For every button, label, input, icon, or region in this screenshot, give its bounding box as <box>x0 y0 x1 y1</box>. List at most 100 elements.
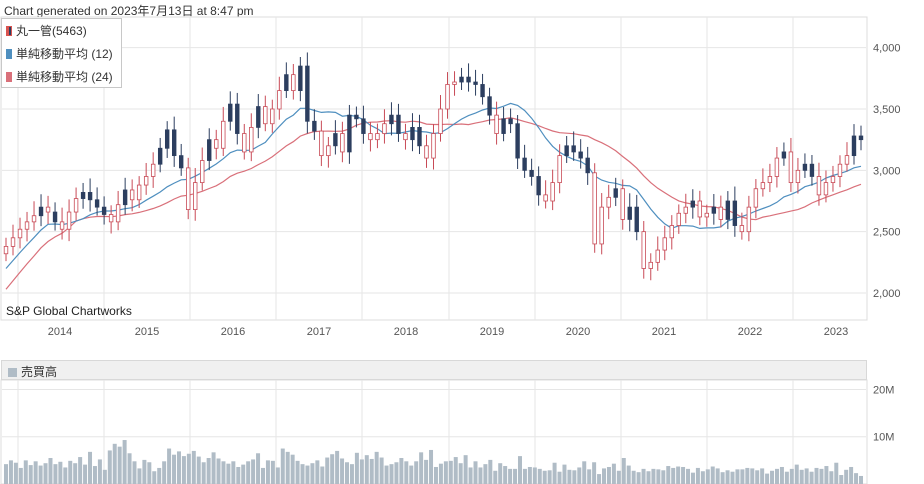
candle-body <box>424 145 429 159</box>
volume-bar <box>399 458 404 484</box>
candle-body <box>179 155 184 169</box>
volume-bar <box>58 461 63 484</box>
volume-bar <box>513 468 518 484</box>
volume-bar <box>251 459 256 484</box>
volume-bar <box>404 461 409 484</box>
candle-body <box>354 114 359 120</box>
legend-label: 単純移動平均 (12) <box>16 47 113 61</box>
candle-body <box>284 74 289 92</box>
volume-bar <box>854 473 859 484</box>
volume-bar <box>760 468 765 484</box>
volume-bar <box>211 452 216 484</box>
volume-bar <box>602 468 607 484</box>
volume-bar <box>191 450 196 484</box>
candle-body <box>207 139 212 161</box>
volume-bar <box>335 450 340 484</box>
volume-bar <box>839 475 844 484</box>
volume-bar <box>364 455 369 484</box>
volume-bar <box>63 467 68 484</box>
candle-body <box>410 127 415 141</box>
volume-bar <box>676 466 681 484</box>
candle-body <box>3 245 9 255</box>
volume-bar <box>789 468 794 484</box>
volume-bar <box>582 461 587 484</box>
volume-label: 売買高 <box>8 363 57 380</box>
candle-body <box>816 176 822 196</box>
volume-bar <box>176 451 181 484</box>
candle-body <box>655 249 660 263</box>
candle-body <box>305 65 310 122</box>
candle-body <box>795 169 801 184</box>
volume-bar <box>631 470 636 484</box>
volume-bar <box>616 470 621 484</box>
candle-body <box>767 176 773 184</box>
volume-bar <box>206 458 211 484</box>
time-x-axis: 2014 2015 2016 2017 2018 2019 2020 2021 2022 2023 <box>48 326 848 338</box>
volume-bar <box>409 465 414 484</box>
volume-bar <box>656 469 661 484</box>
candle-body <box>662 237 667 251</box>
volume-bar <box>606 466 611 484</box>
price-y-tick-label: 3,000 <box>873 165 901 177</box>
candle-body <box>242 133 247 153</box>
volume-bar <box>695 467 700 484</box>
candle-body <box>592 172 597 245</box>
candle-body <box>711 206 717 214</box>
sma24-swatch-icon <box>6 72 12 82</box>
volume-bar <box>305 465 310 484</box>
legend-item-sma24: 単純移動平均 (24) <box>6 68 113 85</box>
candle-body <box>718 206 724 220</box>
volume-bar <box>28 465 33 484</box>
volume-bar <box>626 465 631 484</box>
candle-body <box>564 145 569 157</box>
x-tick-label: 2021 <box>652 326 676 338</box>
volume-bar <box>661 470 666 484</box>
volume-bar <box>68 460 73 484</box>
candle-body <box>627 206 632 220</box>
volume-bar <box>226 463 231 484</box>
candle-body <box>389 114 394 125</box>
volume-bar <box>503 466 508 484</box>
candle-body <box>522 157 527 171</box>
candle-body <box>774 157 780 177</box>
x-tick-label: 2018 <box>394 326 418 338</box>
candle-body <box>361 118 366 134</box>
volume-bar <box>147 462 152 484</box>
candle-body <box>823 182 829 196</box>
candle-body <box>87 192 93 201</box>
candle-body <box>94 199 100 208</box>
candle-body <box>249 127 254 153</box>
x-tick-label: 2022 <box>738 326 762 338</box>
candle-body <box>312 120 317 132</box>
volume-bar <box>231 461 236 484</box>
volume-y-axis: 10M 20M <box>873 384 894 443</box>
watermark: S&P Global Chartworks <box>6 304 132 318</box>
candle-body <box>235 103 240 134</box>
candle-body <box>101 206 107 215</box>
volume-bar <box>849 466 854 484</box>
volume-bar <box>621 458 626 484</box>
volume-bar <box>112 443 117 484</box>
volume-bar <box>295 460 300 484</box>
candle-body <box>753 188 759 208</box>
volume-bar <box>315 460 320 484</box>
x-tick-label: 2014 <box>48 326 72 338</box>
volume-bar <box>824 466 829 484</box>
volume-bar <box>201 462 206 484</box>
x-tick-label: 2023 <box>824 326 848 338</box>
candle-body <box>157 147 163 165</box>
volume-bar <box>167 448 172 484</box>
candle-body <box>641 231 646 269</box>
x-tick-label: 2019 <box>480 326 504 338</box>
price-y-axis: 2,000 2,500 3,000 3,500 4,000 <box>873 43 901 300</box>
candle-body <box>347 114 352 153</box>
volume-bars <box>4 440 863 484</box>
candle-body <box>760 182 766 190</box>
candle-body <box>557 155 562 184</box>
volume-bar <box>587 469 592 484</box>
volume-bar <box>83 464 88 484</box>
volume-bar <box>705 469 710 484</box>
volume-bar <box>389 464 394 484</box>
volume-bar <box>384 465 389 484</box>
candle-body <box>452 81 457 85</box>
